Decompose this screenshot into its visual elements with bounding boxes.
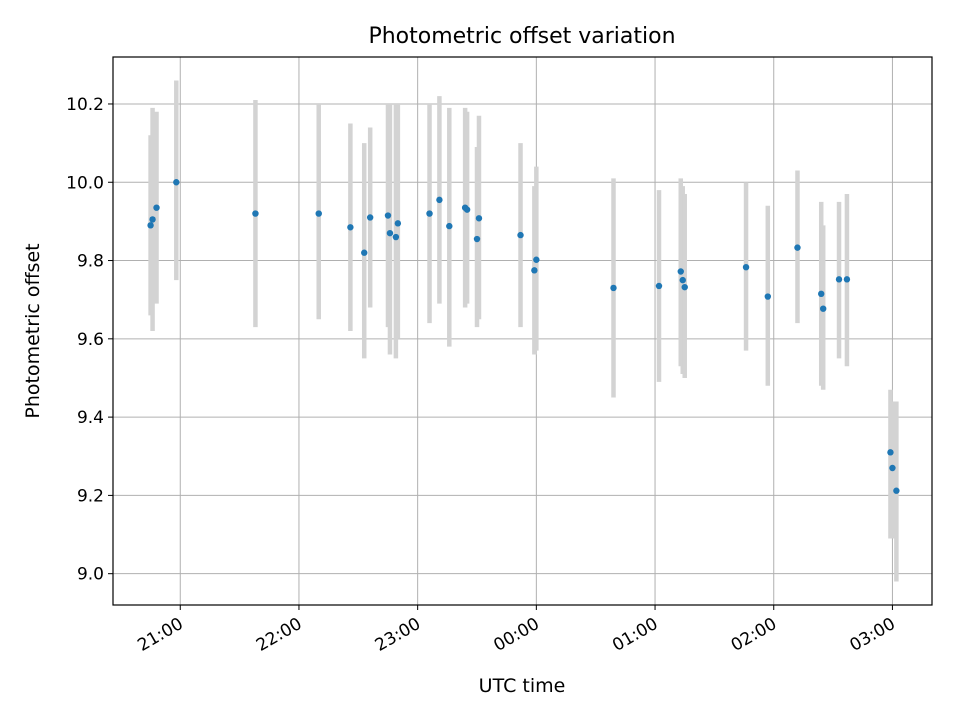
data-point: [517, 231, 524, 239]
y-tick-label: 10.2: [66, 95, 104, 115]
y-tick-label: 10.0: [66, 173, 104, 193]
data-point: [843, 276, 851, 283]
data-point: [426, 210, 433, 217]
data-point: [394, 220, 402, 227]
data-point: [473, 235, 481, 243]
data-point: [173, 179, 180, 186]
data-point: [819, 305, 827, 312]
data-point: [610, 284, 617, 292]
data-point: [835, 276, 843, 283]
data-point: [742, 263, 750, 271]
chart-title: Photometric offset variation: [368, 24, 675, 49]
data-point: [446, 222, 453, 230]
data-point: [679, 276, 686, 284]
data-point: [392, 233, 400, 241]
plot-frame: [112, 56, 933, 606]
data-point: [531, 267, 538, 274]
data-point: [153, 204, 160, 211]
data-point: [764, 293, 772, 300]
y-axis-label: Photometric offset: [22, 243, 44, 418]
x-axis-label: UTC time: [479, 675, 566, 697]
data-point: [677, 268, 684, 275]
data-point: [889, 464, 896, 472]
y-tick-label: 9.8: [77, 252, 104, 272]
data-point: [147, 222, 154, 229]
data-point: [893, 487, 900, 494]
data-point: [361, 249, 368, 256]
data-point: [149, 216, 156, 223]
data-point: [347, 224, 354, 231]
data-point: [384, 212, 392, 219]
data-point: [463, 206, 471, 213]
data-point: [252, 210, 259, 217]
y-tick-label: 9.4: [77, 408, 104, 428]
data-point: [794, 244, 801, 251]
data-point: [475, 215, 483, 222]
data-point: [818, 290, 825, 298]
data-point: [533, 256, 540, 263]
data-point: [366, 214, 374, 221]
data-point: [436, 196, 443, 204]
y-tick-label: 9.6: [77, 330, 104, 350]
y-tick-label: 9.2: [77, 486, 104, 506]
y-tick-label: 9.0: [77, 565, 104, 585]
data-point: [386, 229, 394, 237]
data-point: [655, 282, 663, 290]
data-point: [315, 210, 322, 217]
data-point: [681, 283, 688, 291]
data-points: [147, 179, 900, 494]
y-axis-ticks: 9.0 9.2 9.4 9.6 9.8 10.0 10.2: [66, 95, 113, 585]
data-point: [887, 449, 894, 456]
